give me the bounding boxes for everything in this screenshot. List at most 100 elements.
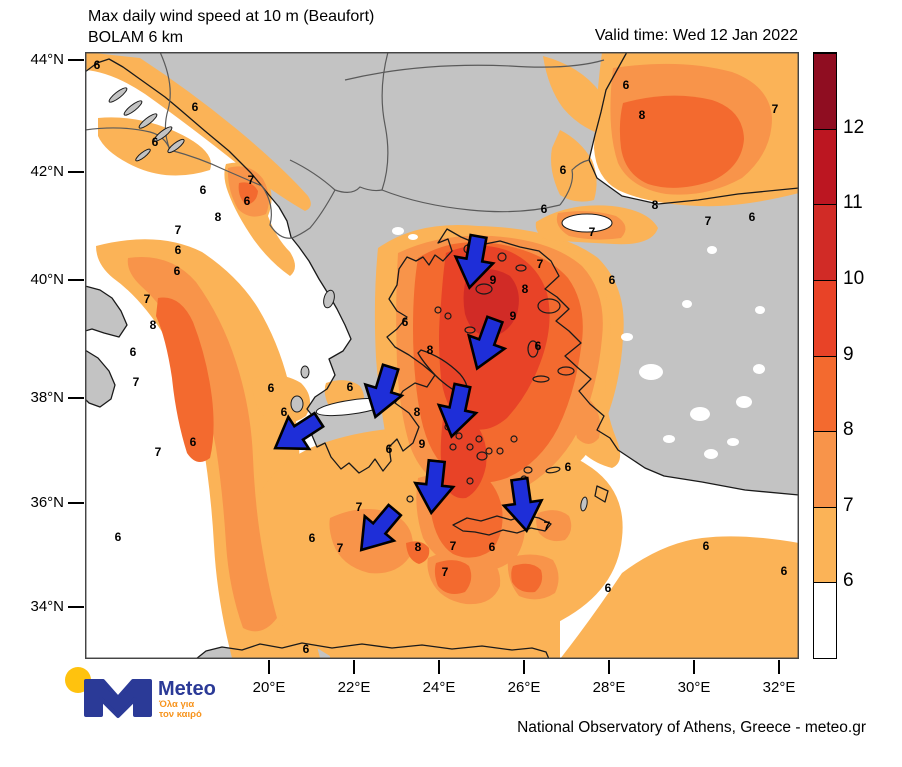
lat-tick-label: 34°N (30, 598, 64, 615)
contour-value-label: 6 (115, 530, 122, 544)
contour-value-label: 7 (705, 214, 712, 228)
wind-direction-arrow-icon (413, 458, 456, 516)
lon-tick-label: 28°E (592, 679, 626, 696)
contour-value-label: 8 (414, 405, 421, 419)
contour-value-label: 6 (244, 194, 251, 208)
colorbar-boundary-label: 9 (843, 343, 854, 365)
lon-tick-label: 22°E (337, 679, 371, 696)
meteo-logo: Meteo Όλα για τον καιρό (56, 663, 226, 725)
lon-tick-mark (268, 660, 270, 674)
logo-tagline-2: τον καιρό (159, 709, 202, 720)
contour-value-label: 6 (565, 460, 572, 474)
wind-direction-arrow-icon (453, 233, 496, 290)
contour-value-label: 7 (337, 541, 344, 555)
contour-value-label: 6 (623, 78, 630, 92)
title-line-1: Max daily wind speed at 10 m (Beaufort) (88, 8, 375, 25)
contour-value-label: 6 (781, 564, 788, 578)
contour-value-label: 7 (450, 539, 457, 553)
contour-value-label: 9 (510, 309, 517, 323)
contour-value-label: 8 (652, 198, 659, 212)
colorbar-boundary-label: 8 (843, 419, 854, 441)
lon-tick-mark (438, 660, 440, 674)
wind-direction-arrow-icon (466, 315, 508, 371)
logo-tagline-1: Όλα για (158, 699, 194, 710)
contour-value-label: 6 (94, 58, 101, 72)
wind-direction-arrow-icon (363, 363, 405, 420)
beaufort-colorbar (813, 52, 837, 659)
colorbar-boundary-label: 11 (843, 192, 863, 214)
contour-value-label: 6 (489, 540, 496, 554)
map-frame (84, 51, 800, 660)
colorbar-band (814, 582, 836, 658)
lat-tick-mark (68, 397, 84, 399)
lon-tick-mark (608, 660, 610, 674)
contour-value-label: 6 (174, 264, 181, 278)
lat-tick-label: 38°N (30, 389, 64, 406)
contour-value-label: 6 (749, 210, 756, 224)
contour-value-label: 8 (415, 540, 422, 554)
lat-tick-label: 42°N (30, 163, 64, 180)
lat-tick-mark (68, 171, 84, 173)
contour-labels-layer: 6666768766786767666876687679978968666668… (94, 58, 788, 656)
colorbar-band (814, 204, 836, 280)
contour-value-label: 6 (192, 100, 199, 114)
contour-value-label: 7 (544, 519, 551, 533)
contour-value-label: 6 (281, 405, 288, 419)
colorbar-boundary-label: 6 (843, 570, 854, 592)
contour-value-label: 6 (175, 243, 182, 257)
contour-value-label: 6 (268, 381, 275, 395)
lat-tick-label: 36°N (30, 494, 64, 511)
lon-tick-mark (778, 660, 780, 674)
colorbar-boundary-label: 7 (843, 494, 854, 516)
contour-value-label: 7 (144, 292, 151, 306)
contour-value-label: 6 (190, 435, 197, 449)
lat-tick-mark (68, 279, 84, 281)
lat-tick-mark (68, 502, 84, 504)
contour-value-label: 7 (442, 565, 449, 579)
lat-tick-mark (68, 59, 84, 61)
contour-value-label: 6 (560, 163, 567, 177)
colorbar-band (814, 53, 836, 129)
lat-tick-label: 44°N (30, 51, 64, 68)
colorbar-band (814, 355, 836, 432)
contour-value-label: 7 (589, 225, 596, 239)
contour-value-label: 6 (309, 531, 316, 545)
contour-value-label: 8 (522, 282, 529, 296)
contour-value-label: 6 (609, 273, 616, 287)
wind-direction-arrow-icon (273, 411, 325, 451)
attribution: National Observatory of Athens, Greece -… (517, 719, 866, 736)
lon-tick-mark (693, 660, 695, 674)
contour-value-label: 9 (490, 273, 497, 287)
colorbar-boundary-label: 12 (843, 116, 865, 138)
colorbar-boundary-label: 10 (843, 267, 865, 289)
contour-value-label: 6 (402, 315, 409, 329)
contour-value-label: 6 (535, 339, 542, 353)
contour-value-label: 7 (772, 102, 779, 116)
contour-value-label: 7 (537, 257, 544, 271)
lon-tick-label: 32°E (762, 679, 796, 696)
wind-direction-arrow-icon (436, 382, 479, 439)
lon-tick-label: 30°E (677, 679, 711, 696)
contour-value-label: 7 (133, 375, 140, 389)
contour-value-label: 7 (175, 223, 182, 237)
contour-value-label: 6 (541, 202, 548, 216)
contour-value-label: 6 (347, 380, 354, 394)
chart-title: Max daily wind speed at 10 m (Beaufort) … (88, 6, 374, 48)
lon-tick-mark (353, 660, 355, 674)
contour-value-label: 8 (427, 343, 434, 357)
lat-tick-mark (68, 606, 84, 608)
contour-value-label: 8 (639, 108, 646, 122)
lon-tick-mark (523, 660, 525, 674)
wind-direction-arrow-icon (359, 503, 403, 552)
islands-layer (108, 87, 588, 512)
contour-value-label: 6 (303, 642, 310, 656)
valid-time: Valid time: Wed 12 Jan 2022 (594, 27, 798, 44)
contour-value-label: 8 (215, 210, 222, 224)
lon-tick-label: 24°E (422, 679, 456, 696)
contour-value-label: 6 (386, 442, 393, 456)
contour-value-label: 8 (150, 318, 157, 332)
contour-value-label: 7 (155, 445, 162, 459)
lon-tick-label: 20°E (252, 679, 286, 696)
lon-tick-label: 26°E (507, 679, 541, 696)
